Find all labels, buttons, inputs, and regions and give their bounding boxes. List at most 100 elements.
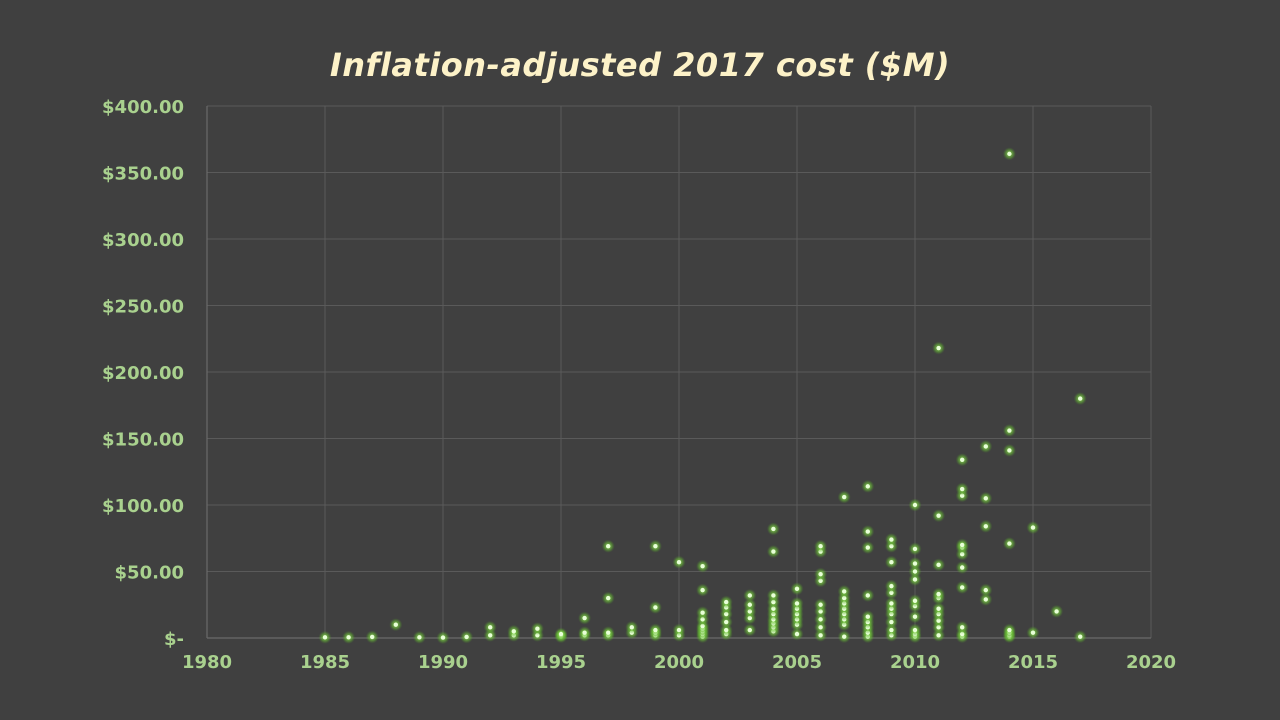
- data-point: [1073, 392, 1087, 406]
- data-point: [908, 498, 922, 512]
- y-tick-label: $50.00: [115, 563, 184, 584]
- data-point: [979, 583, 993, 597]
- data-point: [648, 539, 662, 553]
- data-point: [790, 596, 804, 610]
- data-point: [578, 626, 592, 640]
- data-point: [696, 606, 710, 620]
- data-point: [719, 595, 733, 609]
- data-point: [743, 588, 757, 602]
- data-point: [696, 559, 710, 573]
- data-point: [955, 538, 969, 552]
- data-point: [932, 509, 946, 523]
- data-point: [955, 580, 969, 594]
- data-point: [554, 627, 568, 641]
- data-point: [766, 522, 780, 536]
- data-point: [979, 519, 993, 533]
- x-tick-label: 1995: [536, 652, 586, 673]
- x-tick-label: 2010: [890, 652, 940, 673]
- data-point: [955, 561, 969, 575]
- data-point: [884, 555, 898, 569]
- data-point: [507, 624, 521, 638]
- data-point: [672, 555, 686, 569]
- data-point: [884, 596, 898, 610]
- data-point: [908, 623, 922, 637]
- data-point: [436, 631, 450, 645]
- data-point: [908, 610, 922, 624]
- x-tick-label: 2020: [1126, 652, 1176, 673]
- data-point: [601, 626, 615, 640]
- data-point: [1050, 604, 1064, 618]
- data-point: [979, 491, 993, 505]
- x-tick-label: 1990: [418, 652, 468, 673]
- data-points: [318, 147, 1087, 645]
- x-tick-labels: 1980 1985 1990 1995 2000 2005 2010 2015 2020: [182, 652, 1176, 673]
- data-point: [955, 482, 969, 496]
- data-point: [1002, 443, 1016, 457]
- data-point: [648, 623, 662, 637]
- data-point: [955, 620, 969, 634]
- data-point: [743, 623, 757, 637]
- data-point: [790, 582, 804, 596]
- data-point: [861, 610, 875, 624]
- y-tick-label: $150.00: [102, 430, 184, 451]
- data-point: [1002, 147, 1016, 161]
- data-point: [601, 591, 615, 605]
- y-tick-label: $100.00: [102, 496, 184, 517]
- data-point: [365, 630, 379, 644]
- data-point: [648, 600, 662, 614]
- data-point: [814, 567, 828, 581]
- y-tick-labels: $- $50.00 $100.00 $150.00 $200.00 $250.00 $300…: [102, 97, 184, 650]
- data-point: [766, 588, 780, 602]
- data-point: [908, 542, 922, 556]
- data-point: [861, 479, 875, 493]
- x-tick-label: 2005: [772, 652, 822, 673]
- data-point: [955, 453, 969, 467]
- data-point: [766, 545, 780, 559]
- data-point: [932, 341, 946, 355]
- data-point: [932, 558, 946, 572]
- data-point: [837, 630, 851, 644]
- data-point: [1002, 424, 1016, 438]
- chart-title: Inflation-adjusted 2017 cost ($M): [329, 46, 951, 84]
- data-point: [979, 592, 993, 606]
- data-point: [625, 620, 639, 634]
- data-point: [814, 598, 828, 612]
- y-tick-label: $400.00: [102, 97, 184, 118]
- data-point: [861, 588, 875, 602]
- data-point: [932, 602, 946, 616]
- x-tick-label: 2000: [654, 652, 704, 673]
- x-tick-label: 2015: [1008, 652, 1058, 673]
- x-tick-label: 1985: [300, 652, 350, 673]
- data-point: [1026, 626, 1040, 640]
- data-point: [908, 557, 922, 571]
- data-point: [1073, 630, 1087, 644]
- data-point: [837, 490, 851, 504]
- y-tick-label: $200.00: [102, 363, 184, 384]
- data-point: [1002, 623, 1016, 637]
- data-point: [908, 594, 922, 608]
- data-point: [837, 584, 851, 598]
- data-point: [412, 630, 426, 644]
- data-point: [696, 583, 710, 597]
- y-tick-label: $-: [164, 629, 184, 650]
- data-point: [578, 611, 592, 625]
- data-point: [884, 533, 898, 547]
- y-tick-label: $300.00: [102, 230, 184, 251]
- data-point: [1026, 521, 1040, 535]
- data-point: [932, 587, 946, 601]
- data-point: [790, 627, 804, 641]
- data-point: [601, 539, 615, 553]
- data-point: [979, 439, 993, 453]
- data-point: [1002, 537, 1016, 551]
- data-point: [318, 630, 332, 644]
- data-point: [861, 525, 875, 539]
- data-point: [389, 618, 403, 632]
- data-point: [814, 539, 828, 553]
- data-point: [530, 622, 544, 636]
- data-point: [743, 598, 757, 612]
- x-tick-label: 1980: [182, 652, 232, 673]
- data-point: [342, 630, 356, 644]
- y-tick-label: $250.00: [102, 297, 184, 318]
